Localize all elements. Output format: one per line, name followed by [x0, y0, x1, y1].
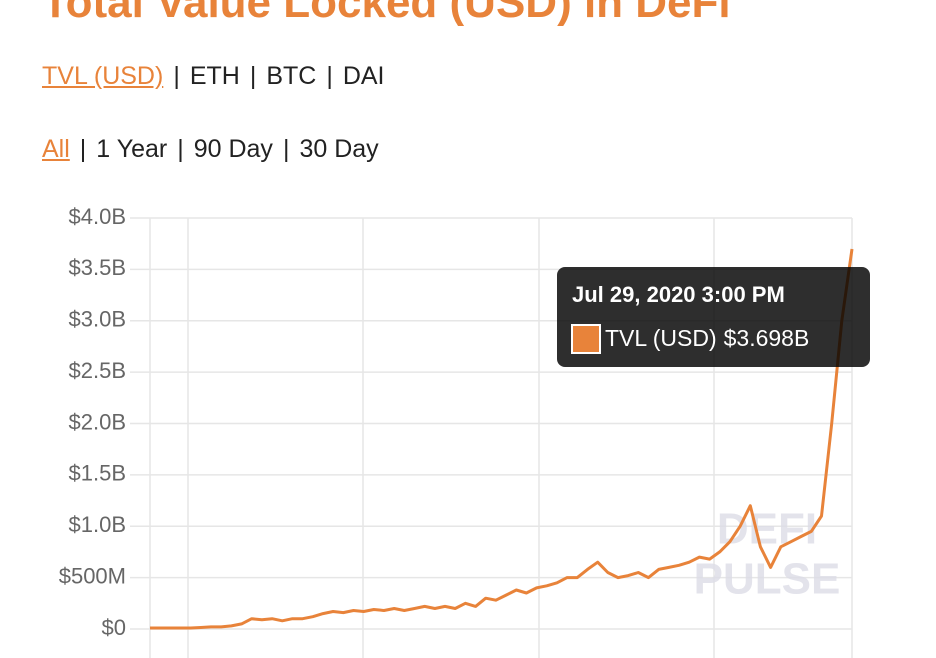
unit-link[interactable]: TVL (USD)	[42, 62, 164, 90]
tooltip-title: Jul 29, 2020 3:00 PM	[572, 282, 785, 307]
y-tick-label: $3.5B	[69, 255, 127, 280]
y-tick-label: $3.0B	[69, 307, 127, 332]
y-tick-label: $2.0B	[69, 409, 127, 434]
separator: |	[249, 62, 257, 90]
separator: |	[173, 62, 180, 90]
tooltip-label: TVL (USD) $3.698B	[605, 325, 809, 351]
tooltip-box	[557, 267, 870, 367]
unit-link[interactable]: DAI	[342, 62, 385, 90]
range-nav: All | 1 Year | 90 Day | 30 Day	[42, 135, 379, 164]
tooltip: Jul 29, 2020 3:00 PM TVL (USD) $3.698B	[557, 267, 870, 367]
separator: |	[79, 135, 87, 163]
line	[150, 248, 854, 630]
y-tick-label: $4.0B	[69, 204, 127, 229]
tooltip-value: $3.698B	[724, 325, 810, 351]
y-tick-label: $1.5B	[69, 461, 127, 486]
range-link[interactable]: 90 Day	[193, 135, 273, 163]
tooltip-series: TVL (USD)	[605, 325, 717, 351]
separator: |	[177, 135, 184, 163]
separator: |	[326, 62, 333, 90]
unit-link[interactable]: ETH	[189, 62, 240, 90]
separator: |	[282, 135, 290, 163]
unit-link[interactable]: BTC	[266, 62, 317, 90]
unit-nav: TVL (USD) | ETH | BTC | DAI	[42, 62, 385, 91]
y-tick-label: $2.5B	[69, 358, 127, 383]
range-link[interactable]: 30 Day	[299, 135, 379, 163]
range-link[interactable]: All	[42, 135, 70, 163]
page-title: Total Value Locked (USD) in DeFi	[42, 0, 731, 27]
y-tick-label: $1.0B	[69, 512, 127, 537]
y-tick-label: $0	[102, 615, 126, 640]
range-link[interactable]: 1 Year	[96, 135, 168, 163]
watermark: DEFI	[717, 505, 817, 554]
y-tick-label: $500M	[59, 563, 126, 588]
tooltip-swatch	[571, 324, 601, 354]
